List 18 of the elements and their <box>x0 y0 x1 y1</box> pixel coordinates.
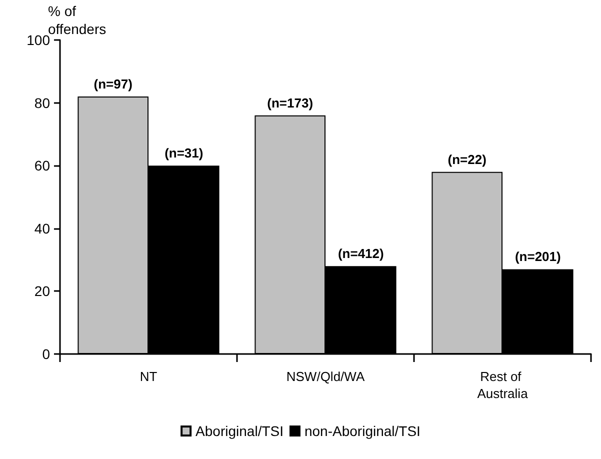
annotation: (n=201) <box>514 249 561 264</box>
y-tick-label: 60 <box>34 158 50 174</box>
y-tick-label: 80 <box>34 94 50 111</box>
y-tick-label: 0 <box>42 346 50 362</box>
x-tick-label: NT <box>140 369 158 384</box>
annotation: (n=31) <box>164 146 204 161</box>
y-axis-title: % of offenders <box>48 3 106 37</box>
annotation: (n=412) <box>338 246 384 262</box>
y-tick-label: 40 <box>34 220 50 236</box>
legend-label: non-Aboriginal/TSI <box>304 423 420 439</box>
annotation: (n=22) <box>448 152 486 167</box>
legend-label: Aboriginal/TSI <box>196 423 284 439</box>
y-tick-label: 20 <box>34 283 50 300</box>
annotation: (n=97) <box>94 76 132 92</box>
x-tick-label: Rest of Australia <box>477 369 529 401</box>
y-tick-label: 100 <box>26 32 50 48</box>
x-tick-label: NSW/Qld/WA <box>286 369 365 384</box>
annotation: (n=173) <box>267 95 314 110</box>
